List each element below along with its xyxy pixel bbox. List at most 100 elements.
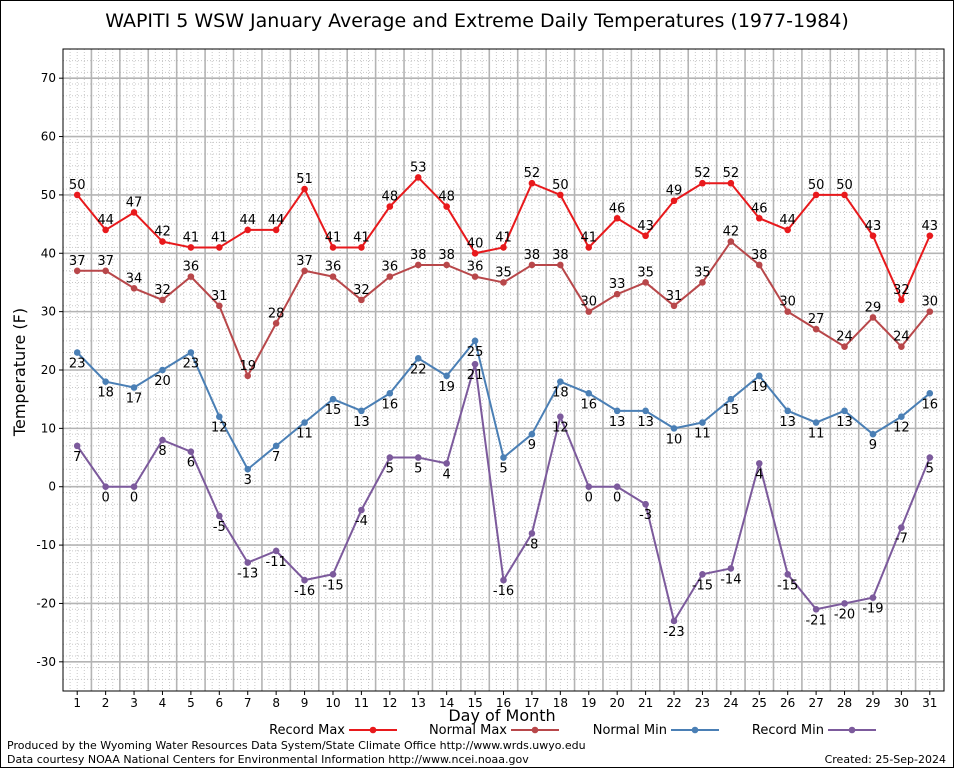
record-max-data-label: 41 (183, 230, 200, 245)
record-min-data-label: 4 (443, 467, 451, 482)
legend-label-record-max: Record Max (269, 723, 345, 738)
record-max-point (898, 296, 905, 304)
record-min-point (898, 524, 905, 531)
y-tick-label: 30 (41, 305, 56, 319)
record-max-point (301, 185, 308, 193)
record-max-data-label: 40 (467, 236, 484, 251)
x-tick-label: 12 (382, 696, 397, 710)
record-min-point (755, 460, 763, 467)
record-max-data-label: 44 (239, 213, 256, 228)
record-min-point (699, 570, 706, 578)
record-max-point (585, 244, 593, 251)
record-max-data-label: 50 (69, 178, 86, 193)
normal-max-data-label: 29 (865, 300, 882, 315)
y-tick-label: 0 (48, 480, 56, 494)
record-max-data-label: 43 (865, 219, 882, 234)
x-tick-label: 20 (610, 696, 625, 710)
normal-min-data-label: 19 (751, 380, 768, 395)
normal-min-data-label: 25 (467, 345, 484, 360)
record-min-point (670, 617, 678, 625)
normal-min-point (130, 384, 138, 391)
record-min-point (216, 512, 223, 520)
normal-max-data-label: 38 (438, 248, 455, 263)
record-min-data-label: -15 (322, 578, 343, 593)
normal-max-data-label: 32 (154, 283, 171, 298)
normal-max-data-label: 36 (467, 260, 484, 275)
normal-min-data-label: 13 (779, 415, 796, 430)
record-min-point (812, 605, 820, 613)
normal-min-point (73, 349, 81, 356)
normal-max-point (358, 296, 365, 304)
footer-produced-by: Produced by the Wyoming Water Resources … (7, 739, 586, 752)
normal-max-point (102, 267, 109, 275)
record-max-point (159, 238, 166, 245)
normal-min-data-label: 18 (552, 386, 569, 401)
y-axis: -30 -20 -10 0 10 20 30 40 50 60 70 (36, 71, 63, 669)
record-min-data-label: -16 (294, 584, 315, 599)
normal-min-point (329, 395, 337, 403)
normal-min-point (414, 355, 422, 362)
record-max-data-label: 50 (552, 178, 569, 193)
record-min-data-label: -14 (720, 572, 741, 587)
record-max-data-label: 48 (382, 190, 399, 205)
normal-min-data-label: 15 (723, 403, 740, 418)
x-tick-label: 29 (865, 696, 880, 710)
normal-max-data-label: 24 (836, 330, 853, 345)
normal-min-data-label: 11 (808, 427, 825, 442)
normal-min-data-label: 20 (154, 374, 171, 389)
record-max-data-label: 32 (893, 283, 910, 298)
normal-max-data-label: 38 (524, 248, 541, 263)
record-min-data-label: -11 (266, 555, 287, 570)
normal-max-data-label: 42 (723, 225, 740, 240)
x-tick-label: 9 (301, 696, 309, 710)
record-max-data-label: 46 (609, 201, 626, 216)
normal-max-point (443, 261, 450, 269)
normal-min-data-label: 19 (438, 380, 455, 395)
x-tick-label: 14 (439, 696, 454, 710)
x-tick-label: 23 (695, 696, 710, 710)
legend-label-normal-max: Normal Max (429, 723, 507, 738)
record-max-data-label: 48 (438, 190, 455, 205)
record-min-data-label: -15 (777, 578, 798, 593)
record-min-data-label: 0 (101, 491, 109, 506)
record-min-data-label: -23 (663, 625, 684, 640)
normal-max-point (272, 320, 280, 327)
record-max-data-label: 50 (836, 178, 853, 193)
record-min-point (301, 576, 308, 584)
record-max-point (73, 191, 81, 199)
record-max-data-label: 50 (808, 178, 825, 193)
normal-max-point (159, 296, 166, 304)
record-min-data-label: -8 (525, 537, 538, 552)
x-tick-label: 11 (354, 696, 369, 710)
y-axis-label: Temperature (F) (10, 308, 29, 437)
x-tick-label: 6 (215, 696, 223, 710)
record-min-data-label: 12 (552, 421, 569, 436)
y-tick-label: -20 (36, 596, 56, 610)
normal-min-data-label: 13 (609, 415, 626, 430)
record-min-data-label: 7 (73, 450, 81, 465)
x-tick-label: 19 (581, 696, 596, 710)
record-max-data-label: 44 (97, 213, 114, 228)
record-max-data-label: 52 (694, 166, 711, 181)
record-min-point (841, 600, 848, 607)
normal-max-data-label: 32 (353, 283, 370, 298)
normal-min-data-label: 15 (325, 403, 342, 418)
record-min-data-label: 4 (755, 467, 763, 482)
legend-label-normal-min: Normal Min (593, 723, 667, 738)
record-min-point (613, 483, 621, 491)
record-max-point (500, 244, 507, 251)
record-min-point (244, 559, 252, 566)
record-max-point (812, 191, 820, 199)
record-min-data-label: 6 (187, 456, 195, 471)
x-tick-label: 31 (922, 696, 937, 710)
y-tick-label: -10 (36, 538, 56, 552)
record-min-point (585, 483, 593, 491)
record-min-point (130, 483, 138, 491)
x-tick-label: 25 (752, 696, 767, 710)
normal-min-data-label: 11 (296, 427, 313, 442)
record-max-data-label: 41 (325, 230, 342, 245)
record-max-point (216, 244, 223, 251)
normal-max-point (386, 273, 394, 280)
normal-min-point (642, 407, 649, 415)
